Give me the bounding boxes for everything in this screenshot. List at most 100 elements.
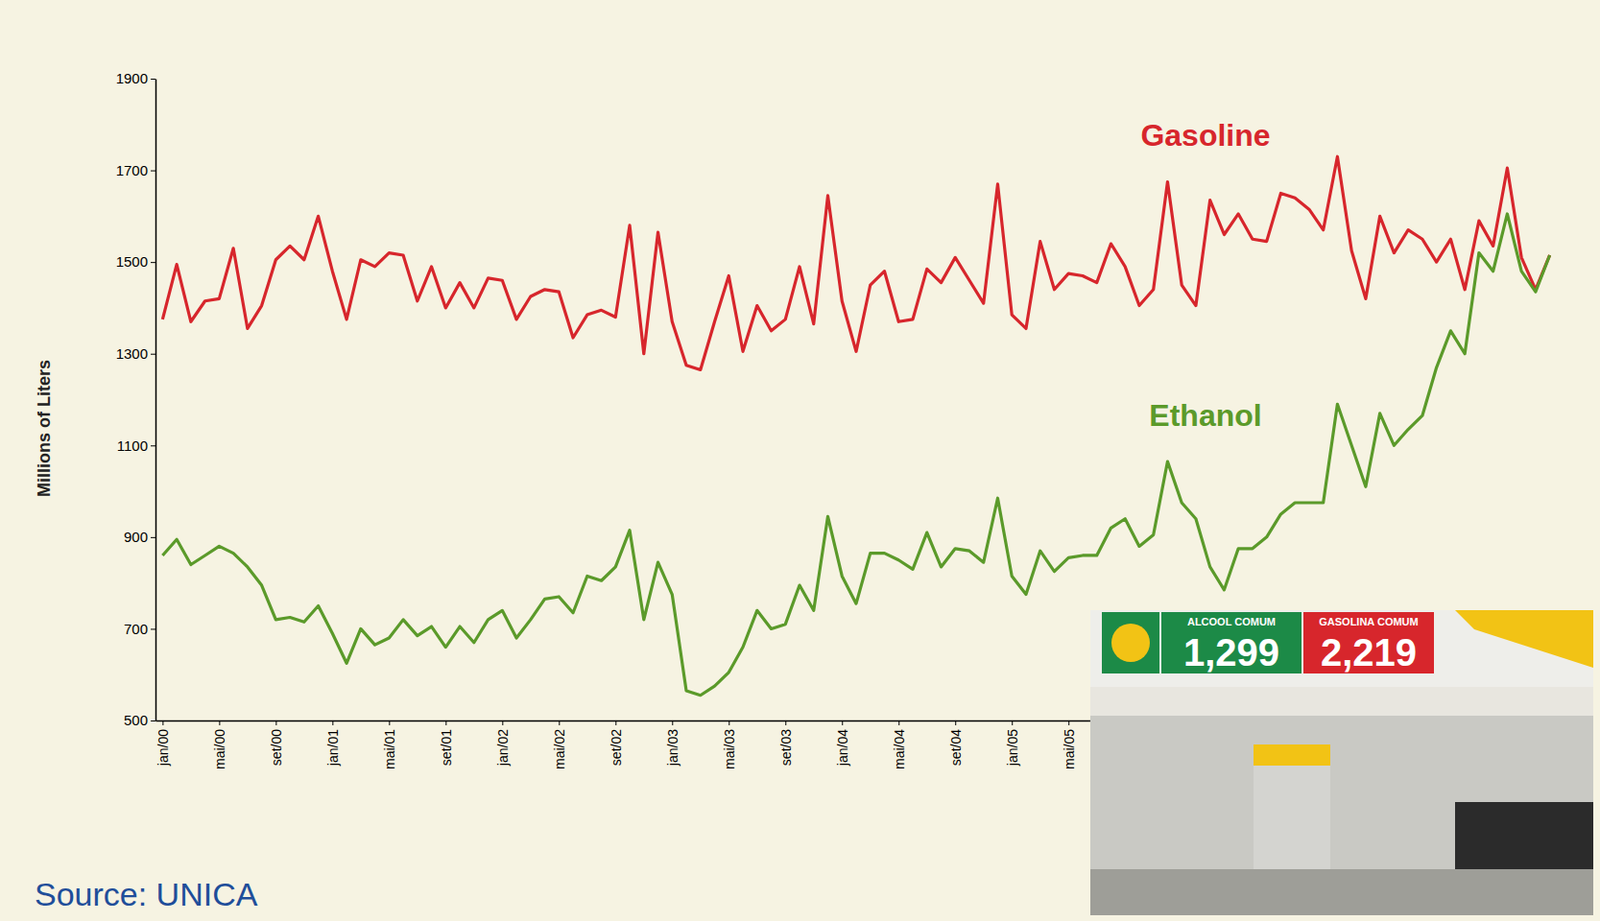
x-tick: jan/03 bbox=[665, 720, 681, 767]
x-tick: jan/05 bbox=[1004, 720, 1021, 767]
tick-mark bbox=[150, 628, 156, 630]
y-tick: 900 bbox=[123, 528, 156, 546]
y-axis-title: Millions of Liters bbox=[34, 359, 54, 498]
tick-label: jan/03 bbox=[665, 729, 681, 767]
tick-label: 1700 bbox=[116, 162, 148, 179]
tick-label: 700 bbox=[123, 620, 148, 638]
tick-label: set/03 bbox=[778, 729, 794, 766]
tick-label: mai/03 bbox=[721, 729, 738, 770]
tick-label: mai/01 bbox=[382, 729, 398, 770]
x-tick: mai/05 bbox=[1061, 720, 1077, 770]
canopy-band bbox=[1090, 687, 1594, 717]
car bbox=[1455, 802, 1594, 870]
tick-label: jan/02 bbox=[495, 729, 511, 767]
tick-mark bbox=[558, 720, 560, 726]
x-tick: jan/00 bbox=[155, 720, 171, 767]
series-label: Gasoline bbox=[1140, 118, 1270, 153]
x-tick: mai/00 bbox=[212, 720, 228, 770]
tick-mark bbox=[1068, 720, 1070, 726]
x-tick: set/04 bbox=[948, 720, 964, 766]
x-tick: set/03 bbox=[778, 720, 794, 766]
sign-text: 1,299 bbox=[1183, 631, 1280, 674]
tick-mark bbox=[445, 720, 447, 726]
x-tick: jan/04 bbox=[835, 720, 851, 767]
y-tick: 500 bbox=[123, 712, 156, 729]
tick-mark bbox=[615, 720, 617, 726]
tick-mark bbox=[150, 445, 156, 447]
tick-mark bbox=[785, 720, 787, 726]
sign-text: GASOLINA COMUM bbox=[1318, 616, 1418, 628]
tick-mark bbox=[150, 537, 156, 539]
tick-label: mai/05 bbox=[1061, 729, 1077, 770]
x-tick: jan/02 bbox=[495, 720, 511, 767]
tick-label: jan/04 bbox=[835, 729, 851, 767]
x-tick: jan/01 bbox=[325, 720, 341, 767]
y-tick: 1100 bbox=[117, 437, 156, 454]
tick-mark bbox=[898, 720, 900, 726]
tick-label: 1900 bbox=[116, 70, 148, 87]
tick-mark bbox=[388, 720, 390, 726]
canopy bbox=[1455, 610, 1594, 669]
tick-mark bbox=[218, 720, 220, 726]
tick-mark bbox=[728, 720, 730, 726]
tick-label: jan/01 bbox=[325, 729, 341, 767]
tick-label: set/00 bbox=[268, 729, 285, 766]
sign-text: ALCOOL COMUM bbox=[1187, 616, 1276, 628]
axis-line bbox=[155, 79, 158, 722]
x-tick: mai/04 bbox=[891, 720, 908, 770]
source: Source: UNICA bbox=[34, 876, 259, 913]
tick-label: 1500 bbox=[116, 253, 148, 270]
tick-mark bbox=[841, 720, 843, 726]
sign-text: 2,219 bbox=[1320, 631, 1417, 674]
y-tick: 1300 bbox=[116, 345, 156, 362]
photo-inset: ALCOOL COMUM 1,299 GASOLINA COMUM 2,219 bbox=[1090, 610, 1594, 916]
chart: 500 700 900 1100 1300 1500 1700 1900 jan/00 mai/0… bbox=[0, 0, 1600, 921]
tick-mark bbox=[162, 720, 164, 726]
sky bbox=[1090, 610, 1594, 688]
tick-label: mai/00 bbox=[212, 729, 228, 770]
x-tick: set/00 bbox=[268, 720, 285, 766]
tick-mark bbox=[275, 720, 277, 726]
y-axis: 500 700 900 1100 1300 1500 1700 1900 bbox=[116, 70, 157, 729]
tick-label: set/02 bbox=[608, 729, 624, 766]
tick-mark bbox=[150, 262, 156, 263]
x-tick: mai/02 bbox=[551, 720, 568, 770]
price-box bbox=[1303, 612, 1434, 674]
line bbox=[162, 214, 1550, 696]
tick-label: jan/05 bbox=[1004, 729, 1021, 767]
logo-panel bbox=[1101, 612, 1160, 674]
price-box bbox=[1161, 612, 1302, 674]
series-label: Ethanol bbox=[1148, 398, 1262, 433]
tick-label: 1100 bbox=[117, 437, 148, 454]
tick-mark bbox=[955, 720, 956, 726]
tick-mark bbox=[501, 720, 503, 726]
tick-mark bbox=[150, 354, 156, 356]
tick-label: jan/00 bbox=[155, 729, 171, 767]
tick-mark bbox=[671, 720, 673, 726]
ground bbox=[1090, 869, 1594, 916]
tick-mark bbox=[332, 720, 334, 726]
tick-label: 500 bbox=[123, 712, 148, 729]
tick-label: set/01 bbox=[438, 729, 454, 766]
x-tick: set/02 bbox=[608, 720, 624, 766]
y-tick: 1900 bbox=[116, 70, 156, 87]
tick-label: 1300 bbox=[116, 345, 148, 362]
tick-mark bbox=[1011, 720, 1013, 726]
tick-mark bbox=[150, 720, 156, 722]
x-tick: mai/03 bbox=[721, 720, 738, 770]
photo-frame bbox=[1090, 610, 1594, 916]
plot-lines bbox=[162, 156, 1550, 695]
tick-label: mai/02 bbox=[551, 729, 568, 770]
tick-mark bbox=[150, 78, 156, 80]
background bbox=[0, 0, 1600, 921]
y-tick: 1700 bbox=[116, 162, 156, 179]
tick-mark bbox=[150, 170, 156, 172]
tick-label: 900 bbox=[123, 528, 148, 546]
tick-label: mai/04 bbox=[891, 729, 908, 770]
y-tick: 1500 bbox=[116, 253, 156, 270]
x-tick: set/01 bbox=[438, 720, 454, 766]
line bbox=[162, 156, 1550, 370]
y-tick: 700 bbox=[123, 620, 156, 638]
pump-sign bbox=[1253, 744, 1331, 766]
tick-label: set/04 bbox=[948, 729, 964, 766]
